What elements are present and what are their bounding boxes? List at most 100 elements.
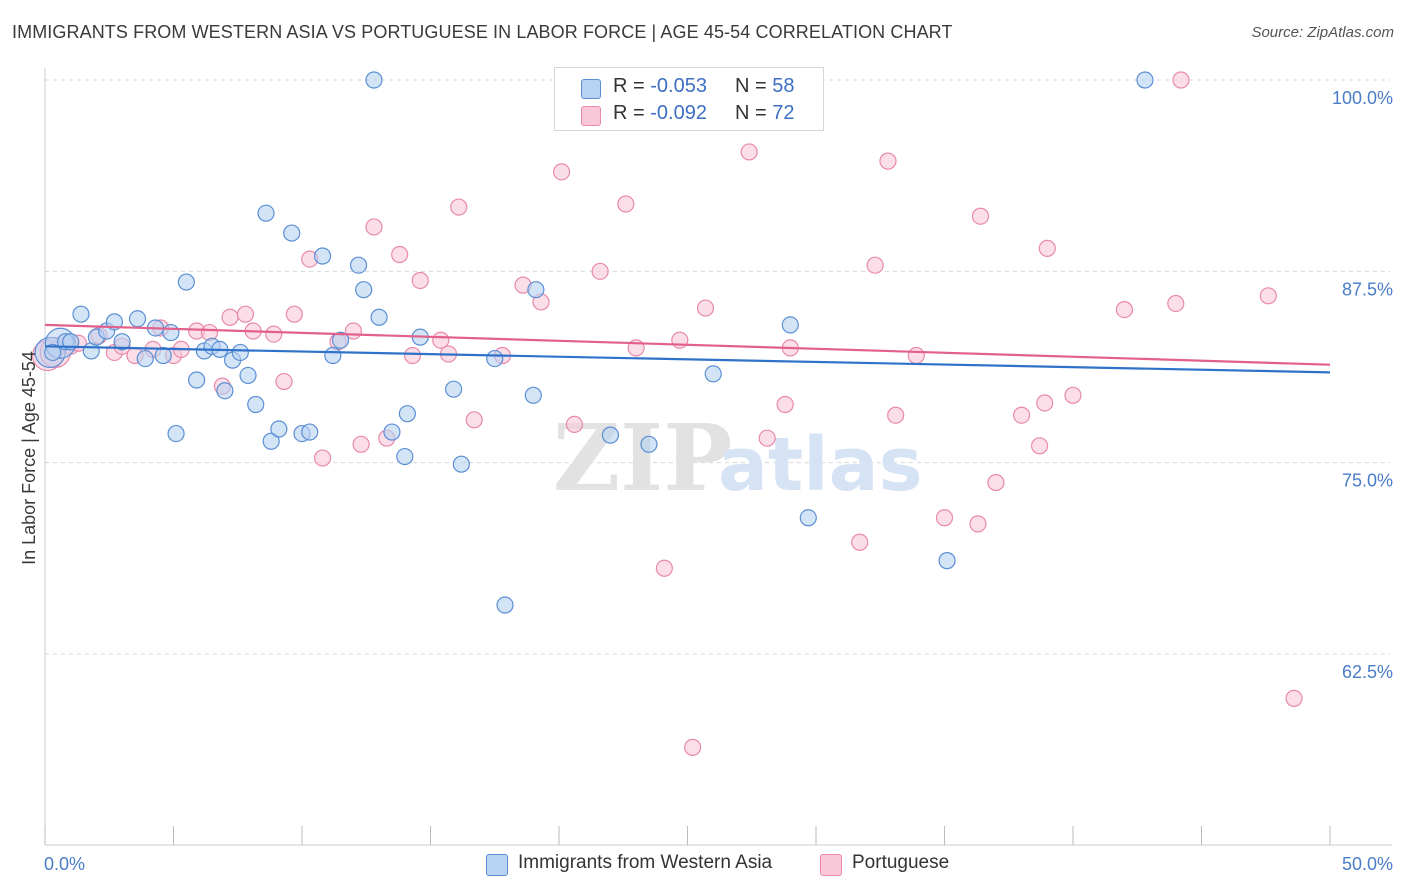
legend-label-portuguese: Portuguese — [852, 852, 950, 873]
legend-swatch-pink — [820, 854, 842, 876]
data-point — [565, 415, 584, 433]
data-point — [154, 346, 172, 365]
data-point — [221, 308, 239, 326]
legend-r-label: R = — [613, 102, 645, 124]
data-point — [265, 325, 283, 343]
legend-n-value: 72 — [772, 102, 795, 124]
data-point — [1030, 437, 1049, 455]
data-point — [1064, 386, 1082, 404]
data-point — [1285, 689, 1303, 707]
data-point — [552, 163, 571, 181]
data-point — [216, 382, 234, 400]
western-asia-points — [34, 71, 1154, 614]
correlation-legend: R = -0.053 N = 58 R = -0.092 N = 72 — [554, 67, 824, 131]
trend-line-portuguese — [44, 323, 1331, 366]
trend-lines — [44, 323, 1331, 374]
legend-r-value: -0.053 — [650, 75, 707, 97]
data-point — [486, 349, 504, 368]
data-point — [1038, 239, 1056, 257]
data-point — [231, 343, 249, 362]
data-point — [938, 552, 956, 570]
data-point — [365, 218, 383, 236]
legend-r-value: -0.092 — [650, 102, 707, 124]
trend-line-western-asia — [44, 345, 1331, 374]
legend-n: N = 72 — [735, 102, 795, 125]
data-point — [236, 305, 255, 323]
data-point — [740, 143, 758, 161]
watermark-zip: ZIP — [553, 404, 732, 512]
y-tick-labels: 62.5% 75.0% 87.5% 100.0% — [1332, 88, 1393, 682]
data-point — [352, 435, 370, 453]
data-point — [445, 380, 463, 398]
data-point — [355, 281, 373, 299]
series-legend: Immigrants from Western Asia Portuguese — [0, 852, 1406, 878]
y-tick-label: 87.5% — [1342, 279, 1393, 299]
data-point — [617, 195, 635, 213]
data-point — [370, 308, 388, 326]
data-point — [684, 738, 702, 756]
legend-label-western-asia: Immigrants from Western Asia — [518, 852, 773, 873]
data-point — [866, 256, 884, 274]
data-point — [257, 204, 275, 222]
y-tick-label: 62.5% — [1342, 662, 1393, 682]
watermark: ZIP atlas — [553, 404, 923, 512]
legend-n-label: N = — [735, 102, 767, 124]
data-point — [591, 262, 609, 280]
chart-title: IMMIGRANTS FROM WESTERN ASIA VS PORTUGUE… — [12, 22, 953, 42]
data-point — [44, 343, 62, 362]
data-point — [799, 509, 817, 527]
data-point — [313, 449, 332, 467]
data-point — [496, 596, 514, 614]
data-point — [851, 533, 869, 551]
data-point — [971, 207, 990, 225]
legend-swatch-pink — [581, 106, 601, 126]
data-point — [391, 245, 409, 264]
legend-r-label: R = — [613, 75, 645, 97]
x-tick-label: 0.0% — [44, 854, 85, 874]
data-point — [285, 305, 303, 323]
x-tick-labels: 0.0% 50.0% — [44, 854, 1393, 874]
data-point — [283, 224, 301, 242]
data-point — [365, 71, 383, 89]
legend-n-label: N = — [735, 75, 767, 97]
data-point — [331, 331, 350, 349]
data-point — [969, 515, 987, 533]
data-point — [396, 447, 414, 466]
y-tick-label: 100.0% — [1332, 88, 1393, 108]
data-point — [411, 271, 429, 290]
data-point — [776, 395, 794, 414]
data-point — [987, 473, 1005, 492]
data-point — [704, 365, 722, 383]
data-point — [1036, 394, 1054, 412]
data-point — [1259, 287, 1277, 305]
data-point — [655, 559, 673, 577]
data-point — [524, 386, 542, 404]
data-point — [188, 371, 206, 389]
data-point — [758, 429, 776, 447]
data-point — [247, 395, 265, 414]
data-point — [113, 333, 131, 351]
x-tick-label: 50.0% — [1342, 854, 1393, 874]
data-point — [167, 424, 185, 443]
legend-swatch-blue — [486, 854, 508, 876]
data-point — [383, 423, 401, 441]
data-point — [1172, 71, 1190, 89]
data-point — [275, 372, 293, 391]
data-point — [313, 247, 332, 265]
watermark-atlas: atlas — [718, 422, 923, 508]
legend-r: R = -0.092 — [613, 102, 707, 125]
data-point — [270, 420, 288, 438]
data-point — [452, 455, 470, 473]
data-point — [640, 435, 658, 453]
gridlines — [45, 79, 1390, 655]
data-point — [177, 273, 195, 291]
data-point — [1136, 71, 1154, 89]
legend-swatch-blue — [581, 79, 601, 99]
data-point — [1012, 406, 1031, 424]
data-point — [527, 281, 545, 299]
data-point — [324, 346, 342, 365]
data-point — [301, 423, 319, 441]
data-point — [781, 316, 799, 334]
y-axis-label: In Labor Force | Age 45-54 — [19, 351, 39, 565]
